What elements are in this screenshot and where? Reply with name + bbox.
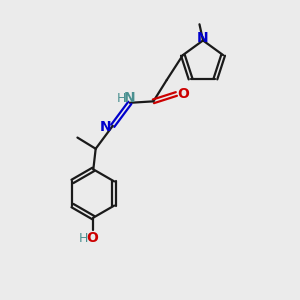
Text: O: O [177, 87, 189, 101]
Text: H: H [79, 232, 88, 245]
Text: O: O [86, 231, 98, 245]
Text: N: N [100, 120, 111, 134]
Text: N: N [123, 92, 135, 105]
Text: H: H [117, 92, 126, 105]
Text: N: N [197, 31, 209, 44]
